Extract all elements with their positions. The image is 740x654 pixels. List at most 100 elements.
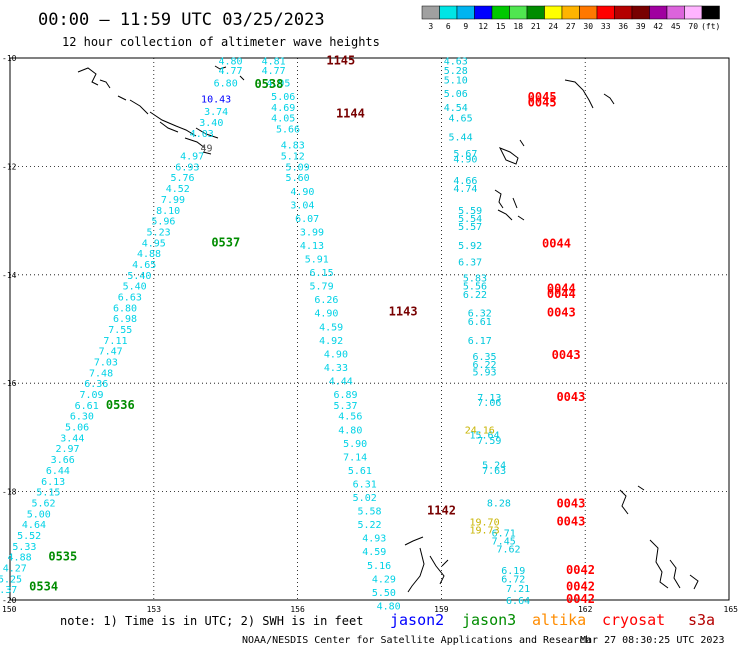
wave-height-value: 4.29: [372, 574, 396, 585]
wave-height-value: 7.63: [482, 466, 506, 477]
x-tick-label: 150: [2, 605, 17, 614]
wave-height-value: 5.60: [286, 173, 310, 184]
wave-height-value: 5.40: [127, 271, 151, 282]
wave-height-value: 5.25: [0, 574, 22, 585]
wave-height-value: 6.31: [353, 479, 377, 490]
wave-height-value: 7.09: [79, 390, 103, 401]
wave-height-value: 2.97: [55, 444, 79, 455]
coastline-solomon-west: [77, 67, 219, 155]
colorbar-tick-label: 21: [531, 22, 541, 31]
mission-legend-entry: cryosat: [602, 611, 665, 629]
wave-height-value: 5.02: [353, 493, 377, 504]
wave-height-value: 4.74: [453, 184, 477, 195]
mission-legend-entry: altika: [532, 611, 586, 629]
wave-height-value: 6.37: [458, 257, 482, 268]
wave-height-value: 6.22: [463, 290, 487, 301]
wave-height-value: 4.77: [262, 66, 286, 77]
wave-height-value: 5.22: [357, 520, 381, 531]
wave-height-value: 4.37: [0, 585, 17, 596]
wave-height-value: 7.21: [506, 584, 530, 595]
wave-height-value: 19.70: [469, 517, 499, 528]
pass-time-label: 0045: [528, 95, 557, 109]
wave-height-value: 4.54: [444, 103, 468, 114]
wave-height-value: 4.44: [329, 376, 353, 387]
colorbar-swatch: [649, 5, 668, 20]
colorbar-tick-label: 9: [463, 22, 468, 31]
mission-legend-entry: jason3: [462, 611, 516, 629]
coastline-new-caledonia: [404, 536, 449, 593]
pass-time-label: 0536: [106, 398, 135, 412]
wave-height-value: 5.40: [123, 282, 147, 293]
colorbar-tick-label: 24: [548, 22, 558, 31]
wave-height-value: 5.09: [286, 162, 310, 173]
wave-height-value: 3.74: [204, 107, 228, 118]
colorbar-tick-label: 15: [496, 22, 506, 31]
colorbar-swatch: [666, 5, 685, 20]
wave-height-value: 7.47: [99, 347, 123, 358]
y-tick-label: -20: [2, 596, 17, 605]
mission-legend-entry: s3a: [688, 611, 715, 629]
wave-height-value: 7.14: [343, 452, 367, 463]
wave-height-value: 4.80: [377, 601, 401, 612]
wave-height-value: 6.32: [468, 309, 492, 320]
colorbar-tick-label: (ft): [701, 22, 720, 31]
wave-height-value: 5.62: [32, 498, 56, 509]
colorbar-legend: 3 6 9 12 15 18 21 24 27 30 33 36 39 42 45 70 (ft): [421, 5, 720, 31]
wave-height-value: 6.80: [214, 78, 238, 89]
wave-height-value: 5.57: [458, 222, 482, 233]
colorbar-swatch: [631, 5, 650, 20]
wave-height-value: 5.33: [12, 542, 36, 553]
colorbar-swatch: [596, 5, 615, 20]
wave-height-value: 6.89: [333, 390, 357, 401]
colorbar-swatch: [509, 5, 528, 20]
x-tick-label: 156: [290, 605, 305, 614]
y-tick-label: -12: [2, 162, 17, 171]
colorbar-tick-label: 42: [653, 22, 663, 31]
wave-height-value: 3.66: [51, 455, 75, 466]
colorbar-swatch: [526, 5, 545, 20]
colorbar-tick-label: 33: [601, 22, 611, 31]
wave-height-value: 5.61: [348, 466, 372, 477]
colorbar-tick-label: 36: [618, 22, 628, 31]
pass-time-label: 0045: [528, 90, 557, 104]
wave-height-value: 4.77: [218, 66, 242, 77]
colorbar-tick-label: 27: [566, 22, 576, 31]
wave-height-value: 5.67: [453, 149, 477, 160]
pass-time-label: 0044: [542, 236, 571, 250]
wave-height-value: 6.98: [113, 314, 137, 325]
wave-height-value: 6.61: [75, 401, 99, 412]
wave-height-value: 8.28: [487, 498, 511, 509]
axis-ticks: 150 153 156 159 162 165 -10 -12 -14 -16 -18 -20: [2, 54, 738, 614]
wave-height-value: 3.44: [60, 433, 84, 444]
wave-height-value: 7.11: [103, 336, 127, 347]
colorbar-tick-label: 6: [446, 22, 451, 31]
wave-height-value: 6.30: [70, 412, 94, 423]
wave-height-value: 5.16: [367, 561, 391, 572]
wave-height-value: 5.10: [444, 76, 468, 87]
wave-height-value: 4.90: [314, 309, 338, 320]
wave-height-value: 5.90: [343, 439, 367, 450]
wave-height-value: 15.64: [469, 431, 499, 442]
plot-area: 4.804.776.803.743.404.034.976.935.764.52…: [0, 54, 738, 614]
pass-time-label: 0537: [211, 235, 240, 249]
wave-height-value: 4.59: [319, 322, 343, 333]
wave-height-value: 5.96: [151, 217, 175, 228]
wave-height-value: 3.04: [290, 200, 314, 211]
wave-height-value: 7.59: [477, 436, 501, 447]
wave-height-value: 5.79: [310, 282, 334, 293]
wave-height-value: 6.35: [472, 352, 496, 363]
colorbar-swatch: [684, 5, 703, 20]
x-tick-label: 159: [434, 605, 449, 614]
pass-time-label: 0043: [552, 348, 581, 362]
wave-height-value: 5.54: [458, 214, 482, 225]
wave-height-value: 4.97: [180, 152, 204, 163]
wave-height-value: 6.63: [118, 292, 142, 303]
colorbar-swatch: [421, 5, 440, 20]
coastline-vanuatu-north: [498, 79, 615, 165]
pass-time-label: 0043: [556, 497, 585, 511]
wave-height-value: 6.64: [506, 596, 530, 607]
wave-height-value: 5.58: [357, 507, 381, 518]
